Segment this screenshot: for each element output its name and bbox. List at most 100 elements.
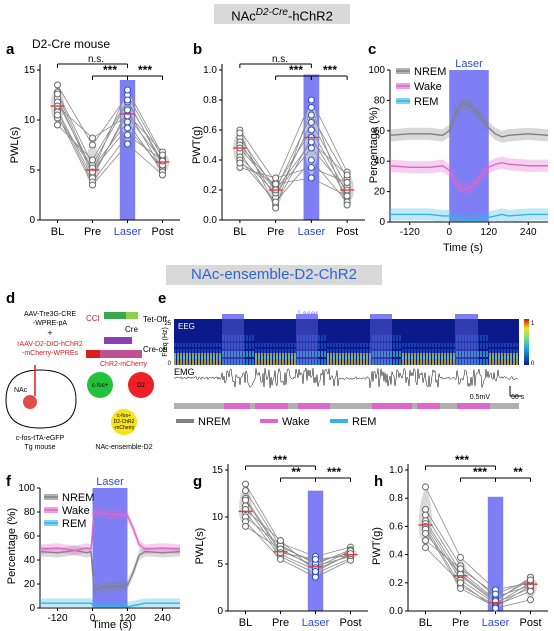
ph-data-point	[422, 537, 429, 544]
panel-e-spec-cell	[246, 359, 248, 365]
panel-e-spec-cell	[498, 349, 500, 353]
panel-a: a D2-Cre mouse PWL(s) n.s. *** *** 0 5 10 1…	[6, 37, 180, 238]
ph-ytick-label: 0.6	[389, 521, 403, 532]
panel-e-legend-swatch-rem	[330, 419, 348, 423]
panel-e-spec-cell	[396, 343, 398, 349]
panel-e-spec-cell	[318, 351, 320, 357]
panel-e-spec-cell	[510, 343, 512, 347]
panel-e-spec-cell	[372, 359, 374, 365]
panel-e-spec-cell	[447, 343, 449, 347]
panel-e-spec-cell	[327, 349, 329, 353]
panel-e-laser-pulse	[370, 314, 392, 319]
pf-line-nrem	[39, 549, 181, 591]
panel-e-spec-cell	[348, 343, 350, 347]
panel-e-spec-cell	[360, 349, 362, 353]
panel-d-plus: +	[47, 328, 52, 338]
pf-ytick-label: 20	[24, 579, 36, 590]
panel-h-sig3: **	[513, 465, 523, 479]
panel-e-spec-cell	[369, 349, 371, 353]
ph-subject-line	[425, 540, 531, 595]
panel-e-spec-cell	[408, 343, 410, 347]
ph-laser-bar	[487, 496, 504, 611]
pg-data-point	[312, 573, 319, 581]
legend-label-rem: REM	[414, 96, 438, 108]
panel-e-spec-cell	[297, 351, 299, 357]
panel-e-spec-cell	[279, 343, 281, 347]
panel-e-spec-cell	[453, 349, 455, 353]
pb-ytick-label: 0.4	[203, 155, 217, 166]
panel-e-spec-cell	[438, 355, 440, 359]
panel-e-spec-cell	[384, 335, 386, 341]
ph-data-point	[527, 576, 534, 584]
panel-d-virus2-l1: rAAV-D2-DIO-hChR2	[17, 341, 83, 348]
ph-data-point	[492, 590, 499, 598]
panel-b-sig2: ***	[323, 63, 337, 77]
panel-e-spec-cell	[504, 349, 506, 353]
panel-e-spec-cell	[258, 343, 260, 347]
panel-e-spec-cell	[360, 343, 362, 347]
pb-data-point	[272, 198, 280, 206]
panel-e-spec-cell	[417, 349, 419, 353]
panel-e-spec-cell	[264, 355, 266, 359]
panel-e-spec-cell	[222, 335, 224, 341]
pg-ytick-label: 5	[217, 559, 223, 570]
ph-data-point	[527, 596, 534, 604]
pa-data-point	[54, 111, 61, 119]
pf-ytick-label: 0	[29, 603, 35, 614]
pg-data-point	[277, 549, 284, 557]
pb-data-point	[307, 111, 315, 119]
panel-e-spec-cell	[384, 359, 386, 365]
panel-e-spec-cell	[195, 349, 197, 353]
pa-data-point	[159, 157, 166, 165]
panel-e-spec-cell	[492, 349, 494, 353]
panel-e-spec-cell	[471, 343, 473, 349]
panel-e-spec-cell	[369, 355, 371, 359]
panel-e-spec-cell	[240, 343, 242, 349]
panel-e-spec-cell	[234, 359, 236, 365]
panel-d-virus2-l2: -mCherry-WPREs	[22, 350, 78, 357]
panel-e-spec-cell	[234, 335, 236, 341]
panel-e-spec-cell	[252, 359, 254, 365]
panel-e-spec-cell	[192, 349, 194, 353]
panel-d-yellow-l3: -mCherry	[114, 425, 135, 431]
panel-e-spec-cell	[255, 355, 257, 359]
pa-data-point	[89, 141, 96, 149]
pa-data-point	[124, 86, 131, 94]
pb-xtick-label: Laser	[298, 226, 326, 238]
panel-e-spec-cell	[378, 351, 380, 357]
pc-ytick-label: 20	[374, 187, 386, 198]
panel-e-spec-cell	[486, 351, 488, 357]
panel-d-mouse-l1: c-fos-tTA-eGFP	[16, 435, 65, 442]
panel-e-spec-cell	[480, 335, 482, 341]
panel-e-spec-cell	[195, 355, 197, 359]
panel-e-spec-cell	[438, 343, 440, 347]
panel-e-spec-cell	[504, 355, 506, 359]
panel-e-spec-cell	[426, 343, 428, 347]
panel-e-spec-cell	[294, 355, 296, 359]
panel-e-spec-cell	[456, 343, 458, 349]
panel-e-spec-cell	[381, 335, 383, 341]
panel-e-spec-cell	[216, 349, 218, 353]
panel-e-spec-cell	[387, 351, 389, 357]
panel-e-spec-cell	[474, 343, 476, 349]
pg-xtick-label: Pre	[272, 617, 289, 629]
panel-e: e Laser EEG Freq (Hz) 25 0 1 0 EMG 0.5mV…	[158, 290, 535, 428]
panel-e-spec-cell	[207, 355, 209, 359]
panel-e-spec-cell	[336, 349, 338, 353]
panel-e-spec-cell	[303, 359, 305, 365]
panel-e-spec-cell	[393, 359, 395, 365]
panel-e-spec-cell	[324, 359, 326, 365]
panel-e-spec-cell	[291, 343, 293, 347]
panel-e-spec-cell	[303, 351, 305, 357]
panel-e-spec-cell	[408, 349, 410, 353]
panel-e-eeg-label: EEG	[178, 322, 195, 331]
top-title-super: D2-Cre	[255, 7, 288, 18]
panel-e-spec-cell	[261, 343, 263, 347]
pb-data-point	[307, 104, 315, 111]
panel-e-spec-cell	[471, 335, 473, 341]
pa-xtick-label: Pre	[84, 226, 101, 238]
panel-e-spec-cell	[405, 343, 407, 347]
pa-xtick-label: Post	[151, 226, 173, 238]
panel-e-spec-cell	[315, 359, 317, 365]
pf-xtick-label: 0	[90, 613, 96, 624]
